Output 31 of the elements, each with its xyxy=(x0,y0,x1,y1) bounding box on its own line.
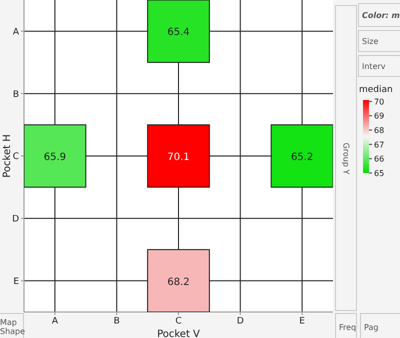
color-bar-label: 66 xyxy=(374,154,384,164)
y-tick-label: D xyxy=(12,214,20,225)
color-bar-label: 69 xyxy=(374,112,384,121)
text: Map Shape xyxy=(0,318,26,336)
x-tick-label: D xyxy=(236,316,244,326)
y-axis-title: Pocket H xyxy=(2,134,13,178)
text: Color: m xyxy=(361,10,400,20)
data-label: 65.2 xyxy=(290,152,314,163)
data-label: 65.4 xyxy=(167,27,190,38)
x-tick-label: B xyxy=(114,316,120,326)
y-tick-label: C xyxy=(12,152,19,162)
color-bar-label: 68 xyxy=(374,126,384,136)
text: Freq xyxy=(338,322,356,332)
x-tick-label: C xyxy=(175,316,182,326)
color-bar-label: 70 xyxy=(374,97,384,106)
color-bar-label: 65 xyxy=(374,169,384,178)
x-tick-label: E xyxy=(299,316,306,326)
color-bar-label: 67 xyxy=(374,140,384,150)
data-label: 70.1 xyxy=(167,152,190,163)
data-label: 68.2 xyxy=(167,276,190,288)
text: Pag xyxy=(363,322,378,332)
data-label: 65.9 xyxy=(44,152,66,163)
color-bar-title: median xyxy=(359,85,393,95)
y-tick-label: B xyxy=(12,90,19,100)
text: Size xyxy=(361,36,378,46)
x-axis-title: Pocket V xyxy=(157,329,200,338)
y-tick-label: E xyxy=(13,276,20,287)
text: Interv xyxy=(361,62,386,70)
text: Group Y xyxy=(342,142,351,174)
y-tick-label: A xyxy=(12,27,20,38)
x-tick-label: A xyxy=(52,316,59,326)
